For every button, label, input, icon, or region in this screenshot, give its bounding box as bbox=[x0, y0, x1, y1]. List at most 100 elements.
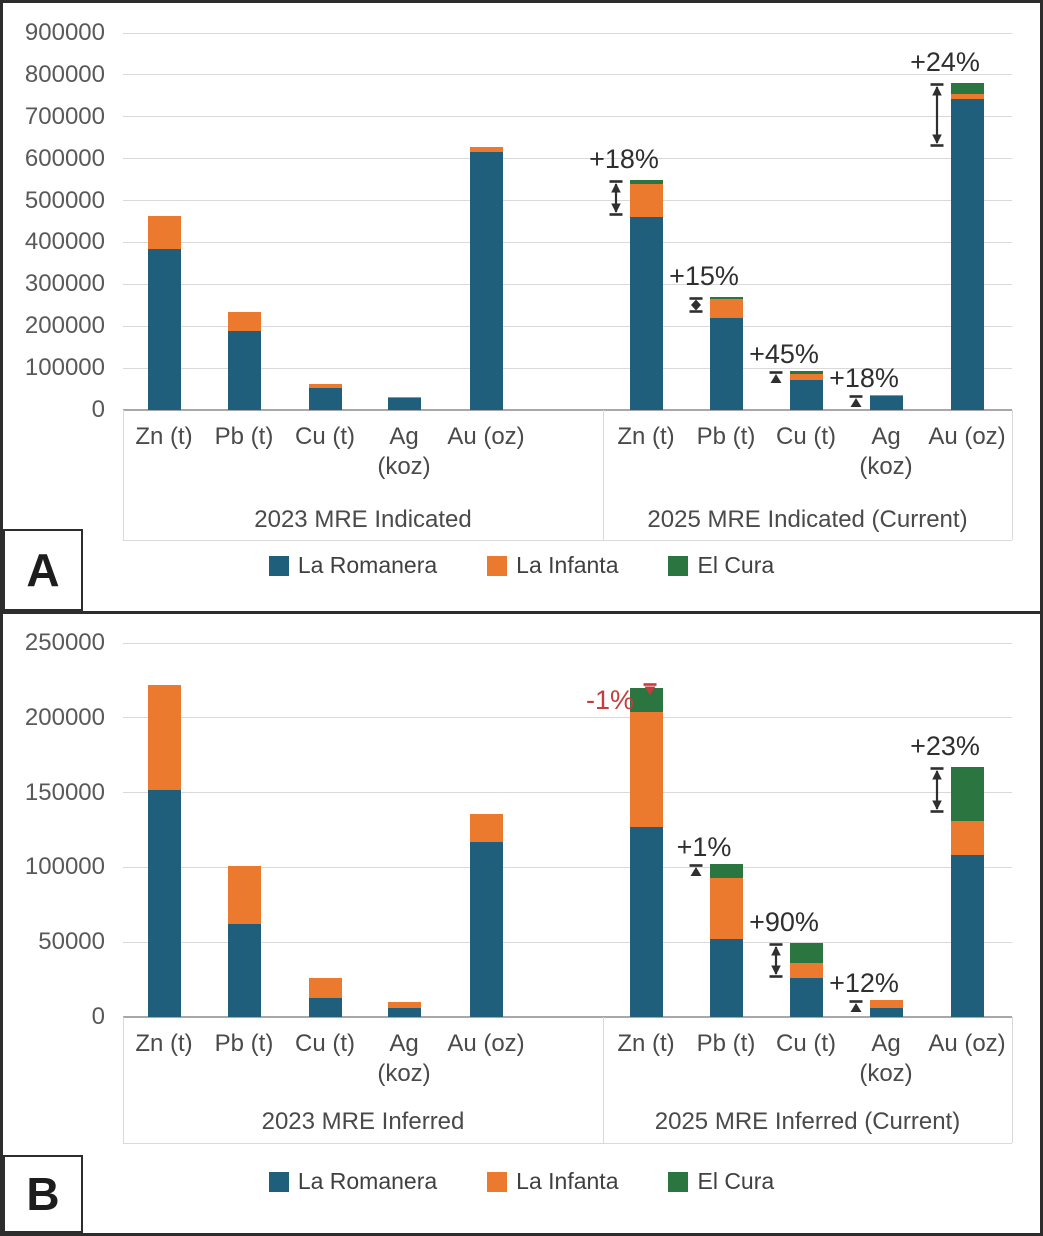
chart-canvas-inferred: 0 50000 100000 150000 200000 250000 Zn (t) Pb (… bbox=[3, 614, 1040, 1233]
group-label: 2023 MRE Indicated bbox=[254, 506, 472, 533]
annotation-arrow bbox=[848, 394, 864, 413]
legend-item: La Romanera bbox=[268, 1168, 438, 1195]
category-label: Au (oz) bbox=[447, 1030, 525, 1057]
annotation-label: +90% bbox=[749, 907, 819, 938]
bar-segment-la_infanta bbox=[869, 1000, 903, 1008]
y-tick-label: 400000 bbox=[24, 228, 105, 256]
legend-item: La Infanta bbox=[487, 552, 618, 579]
bar-segment-la_romanera bbox=[789, 379, 823, 410]
annotation-label: +12% bbox=[829, 968, 899, 999]
category-label: Ag (koz) bbox=[859, 423, 913, 480]
bar-segment-la_infanta bbox=[147, 216, 181, 249]
annotation-label: +15% bbox=[669, 260, 739, 291]
bar-segment-la_infanta bbox=[789, 373, 823, 380]
bar-segment-la_infanta bbox=[308, 978, 342, 998]
group-label: 2025 MRE Inferred (Current) bbox=[654, 1108, 961, 1135]
annotation-label: +45% bbox=[749, 338, 819, 369]
bar-segment-la_infanta bbox=[709, 298, 743, 318]
y-tick-label: 50000 bbox=[38, 928, 105, 956]
annotation-label: +1% bbox=[676, 832, 732, 863]
bar-segment-la_infanta bbox=[629, 711, 663, 827]
legend: La Romanera La Infanta El Cura bbox=[3, 552, 1040, 579]
annotation-arrow bbox=[768, 943, 784, 983]
panel-label-b: B bbox=[26, 1168, 60, 1220]
legend-swatch-el_cura bbox=[668, 1171, 689, 1192]
bar-segment-la_infanta bbox=[387, 397, 421, 399]
bar-segment-la_romanera bbox=[469, 151, 503, 410]
gridline bbox=[123, 1016, 1012, 1018]
legend-item: La Romanera bbox=[268, 552, 437, 579]
bar-segment-la_romanera bbox=[869, 1008, 903, 1017]
bar-segment-la_romanera bbox=[629, 827, 663, 1017]
annotation-arrow bbox=[642, 683, 658, 701]
legend-item: El Cura bbox=[668, 1168, 774, 1195]
y-tick-label: 100000 bbox=[24, 853, 105, 881]
gridline bbox=[123, 325, 1012, 327]
annotation-arrow bbox=[688, 297, 704, 318]
bar-segment-el_cura bbox=[950, 82, 984, 95]
category-label: Zn (t) bbox=[617, 1030, 675, 1057]
annotation-arrow bbox=[688, 864, 704, 882]
category-label: Cu (t) bbox=[776, 423, 836, 450]
y-tick-label: 100000 bbox=[24, 354, 105, 382]
gridline bbox=[123, 32, 1012, 34]
category-label: Au (oz) bbox=[447, 423, 525, 450]
y-tick-label: 0 bbox=[91, 396, 105, 423]
gridline bbox=[123, 241, 1012, 243]
bar-segment-la_romanera bbox=[227, 331, 261, 410]
bar-segment-la_romanera bbox=[869, 395, 903, 410]
chart-panel-inferred: 0 50000 100000 150000 200000 250000 Zn (t) Pb (… bbox=[3, 614, 1040, 1233]
category-label: Pb (t) bbox=[696, 423, 756, 450]
bar-segment-el_cura bbox=[709, 296, 743, 299]
legend-label: El Cura bbox=[697, 552, 775, 578]
y-tick-label: 150000 bbox=[24, 778, 105, 806]
bar-segment-la_romanera bbox=[387, 1008, 421, 1017]
annotation-label: +18% bbox=[829, 362, 899, 393]
category-label: Zn (t) bbox=[135, 1030, 193, 1057]
annotation-label: +23% bbox=[910, 731, 980, 762]
category-axis-separator bbox=[123, 410, 124, 540]
y-tick-label: 600000 bbox=[24, 144, 105, 172]
bar-segment-la_romanera bbox=[147, 789, 181, 1017]
gridline bbox=[123, 717, 1012, 719]
y-tick-label: 250000 bbox=[24, 629, 105, 656]
legend-swatch-el_cura bbox=[668, 555, 689, 576]
bar-segment-la_infanta bbox=[950, 821, 984, 856]
gridline bbox=[123, 866, 1012, 868]
gridline bbox=[123, 200, 1012, 202]
legend-swatch-la_infanta bbox=[487, 1171, 508, 1192]
legend-label: La Romanera bbox=[297, 1168, 438, 1194]
group-label: 2025 MRE Indicated (Current) bbox=[647, 506, 968, 533]
legend-label: La Infanta bbox=[516, 552, 619, 578]
legend: La Romanera La Infanta El Cura bbox=[3, 1168, 1040, 1195]
bar-segment-la_romanera bbox=[709, 317, 743, 410]
annotation-arrow bbox=[608, 180, 624, 221]
category-label: Zn (t) bbox=[135, 423, 193, 450]
bar-segment-el_cura bbox=[950, 767, 984, 821]
category-axis-bottom-line bbox=[123, 540, 1012, 541]
y-tick-label: 0 bbox=[91, 1003, 105, 1030]
bar-segment-la_infanta bbox=[387, 1002, 421, 1008]
category-label: Pb (t) bbox=[214, 423, 274, 450]
category-axis-separator bbox=[123, 1017, 124, 1143]
bar-segment-el_cura bbox=[709, 864, 743, 878]
gridline bbox=[123, 642, 1012, 644]
category-label: Pb (t) bbox=[696, 1030, 756, 1057]
bar-segment-la_infanta bbox=[950, 94, 984, 100]
y-tick-label: 700000 bbox=[24, 102, 105, 130]
bar-segment-la_infanta bbox=[227, 865, 261, 925]
category-label: Pb (t) bbox=[214, 1030, 274, 1057]
legend-swatch-la_romanera bbox=[268, 1171, 289, 1192]
bar-segment-la_infanta bbox=[308, 384, 342, 389]
category-axis-separator bbox=[1012, 410, 1013, 540]
bar-segment-la_romanera bbox=[950, 99, 984, 410]
legend-item: El Cura bbox=[668, 552, 774, 579]
y-tick-label: 800000 bbox=[24, 60, 105, 88]
category-axis-separator bbox=[1012, 1017, 1013, 1143]
category-label: Cu (t) bbox=[295, 423, 355, 450]
bar-segment-la_infanta bbox=[147, 684, 181, 790]
y-tick-label: 500000 bbox=[24, 186, 105, 214]
chart-panel-indicated: 0 100000 200000 300000 400000 500000 600000 700… bbox=[3, 3, 1040, 611]
category-axis-separator bbox=[603, 410, 604, 540]
bar-segment-la_infanta bbox=[469, 813, 503, 842]
